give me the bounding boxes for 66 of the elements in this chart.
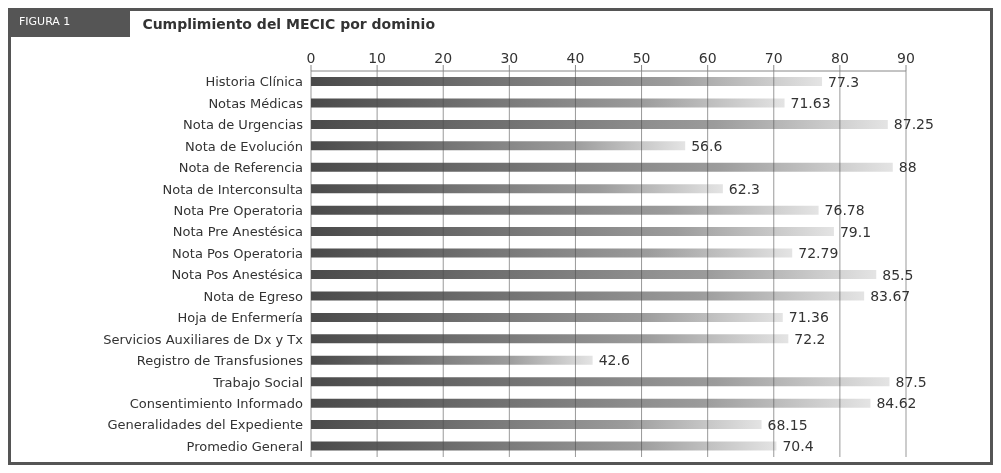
data-label: 76.78: [824, 202, 865, 219]
y-tick-label: Nota de Urgencias: [183, 117, 304, 133]
y-tick-label: Generalidades del Expediente: [107, 417, 303, 433]
y-tick-label: Nota Pos Anestésica: [171, 267, 303, 283]
y-tick-label: Trabajo Social: [212, 374, 303, 390]
data-label: 70.4: [782, 438, 814, 455]
bar: [311, 441, 777, 451]
bar: [311, 77, 823, 86]
bar: [311, 312, 783, 322]
bar: [311, 141, 686, 151]
x-tick-label: 20: [434, 50, 453, 66]
bar: [311, 291, 865, 301]
data-label: 56.6: [691, 137, 723, 154]
bar: [311, 205, 819, 215]
bar: [311, 162, 893, 172]
bar: [311, 398, 871, 408]
data-label: 62.3: [728, 180, 761, 197]
y-tick-label: Nota de Referencia: [178, 160, 303, 176]
data-label: 71.63: [790, 94, 831, 111]
x-tick-label: 10: [368, 50, 387, 66]
y-tick-label: Hoja de Enfermería: [177, 310, 303, 326]
data-label: 72.79: [798, 245, 839, 262]
data-label: 87.25: [893, 116, 934, 133]
x-tick-label: 50: [632, 50, 651, 66]
bar: [311, 270, 877, 279]
data-label: 71.36: [788, 309, 829, 326]
y-tick-label: Nota Pre Operatoria: [173, 203, 303, 218]
y-tick-label: Nota de Egreso: [203, 288, 304, 304]
data-label: 68.15: [767, 416, 808, 433]
data-label: 87.5: [895, 373, 927, 390]
x-tick-label: 30: [500, 50, 519, 66]
x-tick-label: 80: [830, 50, 849, 66]
y-tick-label: Nota Pre Anestésica: [172, 224, 303, 240]
x-tick-label: 60: [698, 50, 717, 66]
text: FIGURA 1: [11, 11, 131, 37]
data-label: 84.62: [876, 395, 917, 412]
y-tick-label: Notas Médicas: [208, 95, 304, 111]
bar: [311, 355, 593, 365]
data-label: 79.1: [839, 223, 872, 240]
bar: [311, 377, 890, 387]
y-tick-label: Servicios Auxiliares de Dx y Tx: [103, 331, 304, 347]
data-label: 85.5: [882, 266, 914, 283]
y-tick-label: Nota Pos Operatoria: [172, 245, 303, 261]
chart-title: Cumplimiento del MECIC por dominio: [142, 16, 436, 32]
y-tick-label: Promedio General: [186, 438, 303, 454]
bar: [311, 227, 834, 237]
y-tick-label: Nota de Interconsulta: [162, 181, 303, 197]
x-tick-label: 70: [764, 50, 783, 66]
bar: [311, 334, 789, 344]
bar: [311, 119, 888, 129]
y-tick-label: Registro de Transfusiones: [136, 353, 304, 369]
data-label: 88: [898, 159, 917, 176]
bar: [311, 420, 762, 430]
x-tick-label: 40: [566, 50, 585, 66]
bar: [311, 98, 785, 108]
y-tick-label: Historia Clínica: [205, 74, 303, 90]
data-label: 83.67: [870, 287, 911, 304]
data-label: 77.3: [828, 73, 860, 90]
data-label: 42.6: [598, 352, 630, 369]
x-tick-label: 90: [897, 50, 915, 66]
x-tick-label: 0: [306, 50, 316, 66]
bar: [311, 248, 793, 258]
data-label: 72.2: [794, 330, 826, 347]
y-tick-label: Consentimiento Informado: [129, 396, 304, 411]
y-tick-label: Nota de Evolución: [185, 138, 303, 154]
bar: [311, 184, 723, 194]
